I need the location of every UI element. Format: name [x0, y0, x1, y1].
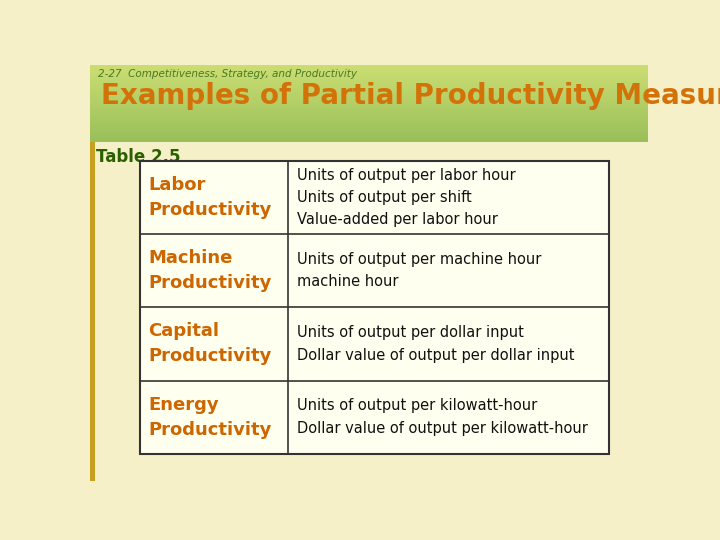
- Bar: [90, 136, 648, 138]
- Bar: [90, 130, 648, 132]
- Bar: [90, 84, 648, 85]
- Text: Machine
Productivity: Machine Productivity: [148, 249, 271, 292]
- Bar: [90, 142, 94, 481]
- Bar: [90, 87, 648, 89]
- Text: Units of output per dollar input
Dollar value of output per dollar input: Units of output per dollar input Dollar …: [297, 325, 575, 362]
- Bar: [90, 66, 648, 68]
- Bar: [90, 70, 648, 71]
- Bar: [90, 94, 648, 96]
- Text: Capital
Productivity: Capital Productivity: [148, 322, 271, 366]
- Bar: [90, 105, 648, 107]
- Bar: [90, 124, 648, 125]
- Bar: [90, 126, 648, 127]
- Bar: [90, 116, 648, 117]
- Bar: [90, 78, 648, 80]
- Bar: [90, 90, 648, 92]
- Text: 2-27  Competitiveness, Strategy, and Productivity: 2-27 Competitiveness, Strategy, and Prod…: [98, 70, 356, 79]
- Bar: [90, 139, 648, 140]
- Bar: [90, 100, 648, 102]
- Bar: [90, 64, 648, 66]
- Bar: [90, 99, 648, 101]
- Bar: [90, 85, 648, 86]
- Text: Labor
Productivity: Labor Productivity: [148, 176, 271, 219]
- Bar: [90, 131, 648, 133]
- Bar: [90, 112, 648, 113]
- Text: Table 2.5: Table 2.5: [96, 148, 181, 166]
- Bar: [90, 83, 648, 84]
- Bar: [90, 67, 648, 69]
- Bar: [90, 102, 648, 103]
- Text: Energy
Productivity: Energy Productivity: [148, 396, 271, 438]
- Bar: [90, 119, 648, 122]
- Bar: [90, 103, 648, 105]
- Bar: [90, 138, 648, 139]
- Bar: [90, 97, 648, 98]
- Bar: [90, 75, 648, 76]
- Bar: [140, 161, 609, 454]
- Bar: [90, 125, 648, 126]
- Bar: [90, 95, 648, 97]
- Bar: [90, 127, 648, 129]
- Bar: [90, 86, 648, 88]
- Bar: [90, 114, 648, 116]
- Bar: [90, 91, 648, 93]
- Bar: [90, 71, 648, 72]
- Text: Units of output per machine hour
machine hour: Units of output per machine hour machine…: [297, 252, 541, 289]
- Bar: [90, 129, 648, 130]
- Bar: [90, 98, 648, 99]
- Bar: [90, 77, 648, 79]
- Bar: [90, 121, 648, 123]
- Bar: [90, 118, 648, 120]
- Bar: [90, 134, 648, 136]
- Bar: [90, 140, 648, 142]
- Text: Examples of Partial Productivity Measures: Examples of Partial Productivity Measure…: [101, 82, 720, 110]
- Text: Units of output per kilowatt-hour
Dollar value of output per kilowatt-hour: Units of output per kilowatt-hour Dollar…: [297, 399, 588, 436]
- Bar: [90, 117, 648, 119]
- Bar: [90, 132, 648, 134]
- Bar: [90, 93, 648, 94]
- Bar: [90, 135, 648, 137]
- Bar: [90, 104, 648, 106]
- Text: Units of output per labor hour
Units of output per shift
Value-added per labor h: Units of output per labor hour Units of …: [297, 168, 516, 227]
- Bar: [90, 72, 648, 74]
- Bar: [90, 73, 648, 75]
- Bar: [90, 122, 648, 124]
- Bar: [90, 80, 648, 82]
- Bar: [90, 109, 648, 111]
- Bar: [90, 89, 648, 91]
- Bar: [90, 107, 648, 109]
- Bar: [90, 76, 648, 78]
- Bar: [90, 113, 648, 115]
- Bar: [90, 81, 648, 83]
- Bar: [90, 111, 648, 112]
- Bar: [90, 68, 648, 70]
- Bar: [90, 108, 648, 110]
- Bar: [140, 161, 609, 454]
